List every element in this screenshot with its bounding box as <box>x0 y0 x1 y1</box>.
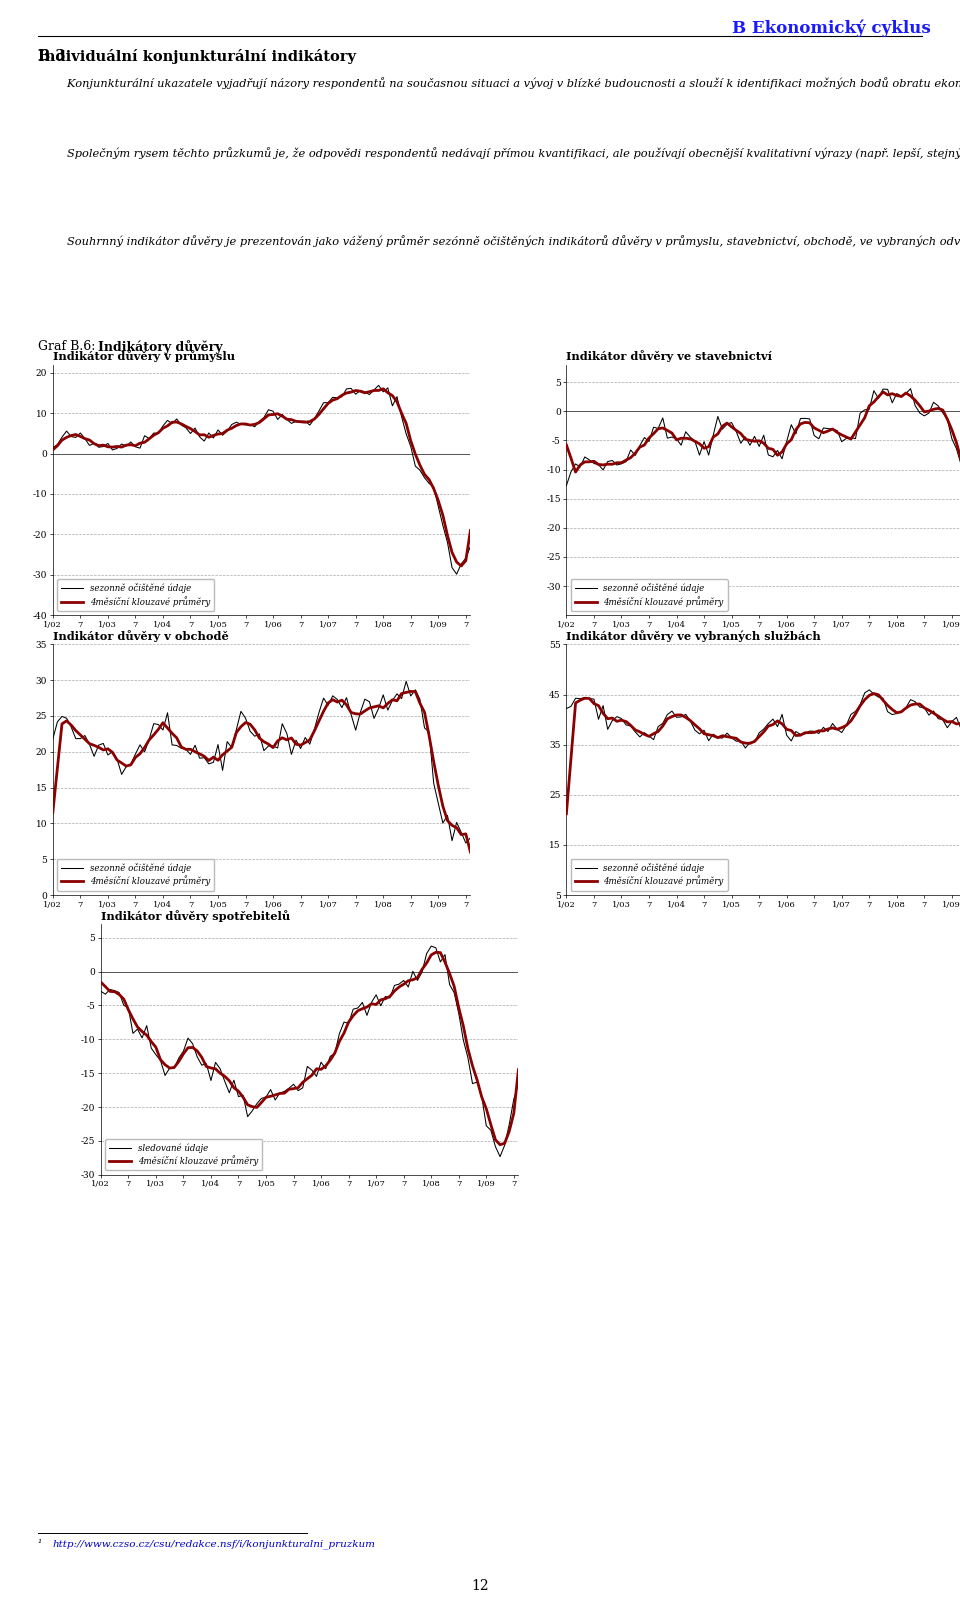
Text: B.3: B.3 <box>38 49 86 63</box>
Text: 12: 12 <box>471 1578 489 1593</box>
Text: Společným rysem těchto průzkumů je, že odpovědi respondentů nedávají přímou kvan: Společným rysem těchto průzkumů je, že o… <box>38 147 960 158</box>
Text: Souhrnný indikátor důvěry je prezentován jako vážený průměr sezónně očištěných i: Souhrnný indikátor důvěry je prezentován… <box>38 236 960 247</box>
Text: Indikátor důvěry v obchodě: Indikátor důvěry v obchodě <box>53 631 228 642</box>
Text: Graf B.6:: Graf B.6: <box>38 341 100 354</box>
Legend: sezonně očištěné údaje, 4měsíční klouzavé průměry: sezonně očištěné údaje, 4měsíční klouzav… <box>570 859 728 891</box>
Text: Indikátor důvěry v průmyslu: Indikátor důvěry v průmyslu <box>53 351 235 362</box>
Text: http://www.czso.cz/csu/redakce.nsf/i/konjunkturalni_pruzkum: http://www.czso.cz/csu/redakce.nsf/i/kon… <box>53 1539 375 1549</box>
Text: Indikátory důvěry: Indikátory důvěry <box>98 341 223 354</box>
Text: B Ekonomický cyklus: B Ekonomický cyklus <box>732 19 931 37</box>
Text: Indikátor důvěry ve vybraných službách: Indikátor důvěry ve vybraných službách <box>566 631 821 642</box>
Text: Konjunkturální ukazatele vyjadřují názory respondentů na současnou situaci a výv: Konjunkturální ukazatele vyjadřují názor… <box>38 78 960 89</box>
Text: Individuální konjunkturální indikátory: Individuální konjunkturální indikátory <box>38 49 356 63</box>
Text: Indikátor důvěry spotřebitelů: Indikátor důvěry spotřebitelů <box>101 910 290 922</box>
Legend: sezonně očištěné údaje, 4měsíční klouzavé průměry: sezonně očištěné údaje, 4měsíční klouzav… <box>570 579 728 611</box>
Legend: sezonně očištěné údaje, 4měsíční klouzavé průměry: sezonně očištěné údaje, 4měsíční klouzav… <box>57 579 214 611</box>
Text: Indikátor důvěry ve stavebnictví: Indikátor důvěry ve stavebnictví <box>566 351 773 362</box>
Text: ¹: ¹ <box>38 1539 46 1549</box>
Legend: sezonně očištěné údaje, 4měsíční klouzavé průměry: sezonně očištěné údaje, 4měsíční klouzav… <box>57 859 214 891</box>
Legend: sledované údaje, 4měsíční klouzavé průměry: sledované údaje, 4měsíční klouzavé průmě… <box>105 1138 262 1171</box>
